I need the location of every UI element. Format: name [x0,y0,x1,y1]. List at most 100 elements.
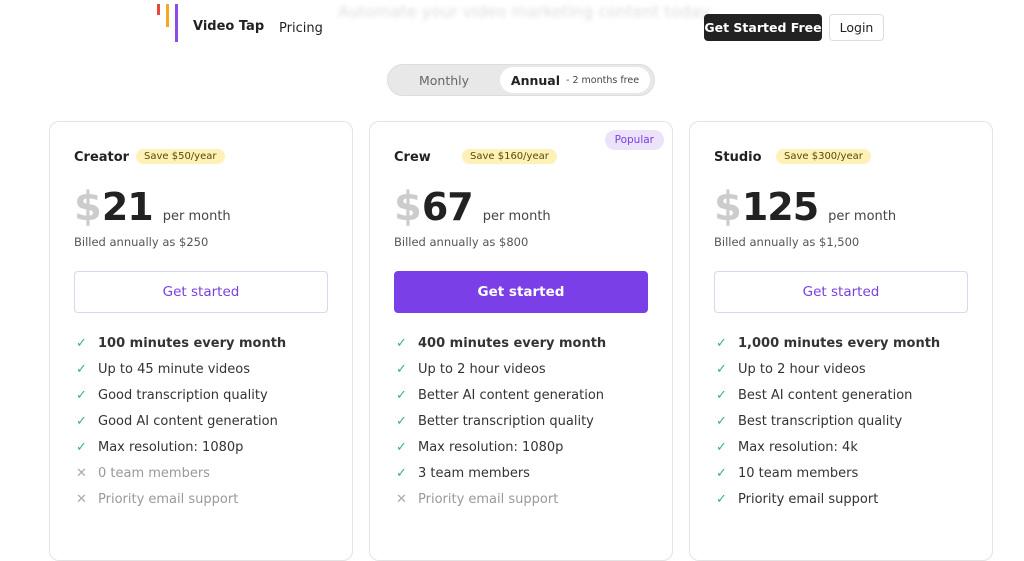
check-icon: ✓ [716,414,727,429]
plan-name: Creator [74,150,130,165]
login-button[interactable]: Login [829,14,884,41]
plan-name: Crew [394,150,431,165]
period: per month [482,209,551,224]
feature-text: Max resolution: 4k [738,440,858,455]
toggle-option[interactable]: Monthly [390,67,498,93]
check-icon: ✓ [716,362,727,377]
feature-text: Best transcription quality [738,414,903,429]
feature: ✕ Priority email support [76,492,238,507]
feature: ✓ 3 team members [396,466,530,481]
feature-text: 10 team members [738,466,859,481]
save-badge: Save $50/year [136,149,225,164]
price: $67 per month [394,184,551,230]
feature: ✓ Best AI content generation [716,388,912,403]
feature: ✓ Good AI content generation [76,414,278,429]
page: Automate your video marketing content to… [49,2,993,561]
feature: ✓ Better transcription quality [396,414,594,429]
check-icon: ✓ [396,414,407,429]
feature-text: Up to 45 minute videos [98,362,251,377]
feature: ✓ Better AI content generation [396,388,604,403]
price-value: 125 [741,185,819,229]
period: per month [162,209,231,224]
toggle-label: Monthly [418,72,470,88]
cta-button[interactable]: Get started [394,271,648,313]
feature-text: Better transcription quality [418,414,594,429]
billing-toggle: Monthly Annual - 2 months free [387,64,655,96]
feature: ✓ Up to 2 hour videos [716,362,866,377]
feature: ✓ Max resolution: 1080p [76,440,243,455]
save-badge: Save $300/year [776,149,871,164]
price: $21 per month [74,184,231,230]
cross-icon: ✕ [76,492,87,507]
feature-text: Good transcription quality [98,388,268,403]
tagline: Automate your video marketing content to… [338,2,711,21]
plan-card: Creator Save $50/year $21 per month Billed a… [49,121,353,561]
period: per month [828,209,897,224]
feature-text: Better AI content generation [418,388,605,403]
check-icon: ✓ [716,492,727,507]
toggle-note: - 2 months free [566,74,640,86]
feature-text: Up to 2 hour videos [738,362,866,377]
billing-note: Billed annually as $1,500 [714,235,860,249]
plan-card: Crew Save $160/year Popular $67 per month Bil… [369,121,673,561]
cross-icon: ✕ [396,492,407,507]
feature-text: Max resolution: 1080p [418,440,564,455]
logo [157,4,178,42]
feature-text: 3 team members [418,466,530,481]
check-icon: ✓ [76,362,87,377]
feature-text: 100 minutes every month [98,336,287,351]
plan-card: Studio Save $300/year $125 per month Billed … [689,121,993,561]
popular-tag: Popular [604,130,664,150]
feature: ✓ 400 minutes every month [396,336,606,351]
feature-text: Best AI content generation [738,388,913,403]
feature-text: Up to 2 hour videos [418,362,546,377]
currency: $ [74,184,102,230]
check-icon: ✓ [396,440,407,455]
nav-link[interactable]: Pricing [279,21,323,36]
feature: ✓ Best transcription quality [716,414,902,429]
feature: ✓ Max resolution: 4k [716,440,858,455]
feature-text: 0 team members [98,466,210,481]
currency: $ [714,184,742,230]
currency: $ [394,184,422,230]
feature: ✓ Good transcription quality [76,388,268,403]
feature: ✓ 100 minutes every month [76,336,286,351]
check-icon: ✓ [716,388,727,403]
brand[interactable]: Video Tap [193,19,265,34]
billing-note: Billed annually as $800 [394,235,529,249]
toggle-option[interactable]: Annual - 2 months free [500,67,650,93]
price: $125 per month [714,184,896,230]
check-icon: ✓ [76,388,87,403]
check-icon: ✓ [396,388,407,403]
plan-name: Studio [714,150,762,165]
check-icon: ✓ [716,466,727,481]
get-started-button[interactable]: Get Started Free [704,14,822,41]
save-badge: Save $160/year [462,149,557,164]
feature-text: 400 minutes every month [418,336,607,351]
feature: ✕ 0 team members [76,466,210,481]
check-icon: ✓ [716,336,727,351]
feature-text: Priority email support [98,492,239,507]
feature-text: Priority email support [738,492,879,507]
feature-text: 1,000 minutes every month [738,336,941,351]
feature-text: Max resolution: 1080p [98,440,244,455]
check-icon: ✓ [716,440,727,455]
cross-icon: ✕ [76,466,87,481]
feature: ✓ Up to 2 hour videos [396,362,546,377]
check-icon: ✓ [76,414,87,429]
price-value: 67 [421,185,474,229]
feature: ✓ Priority email support [716,492,878,507]
cta-button[interactable]: Get started [74,271,328,313]
feature: ✕ Priority email support [396,492,558,507]
feature: ✓ 1,000 minutes every month [716,336,940,351]
check-icon: ✓ [396,362,407,377]
feature: ✓ Up to 45 minute videos [76,362,250,377]
check-icon: ✓ [396,336,407,351]
feature: ✓ 10 team members [716,466,858,481]
check-icon: ✓ [76,336,87,351]
check-icon: ✓ [76,440,87,455]
cta-button[interactable]: Get started [714,271,968,313]
billing-note: Billed annually as $250 [74,235,209,249]
check-icon: ✓ [396,466,407,481]
feature: ✓ Max resolution: 1080p [396,440,563,455]
